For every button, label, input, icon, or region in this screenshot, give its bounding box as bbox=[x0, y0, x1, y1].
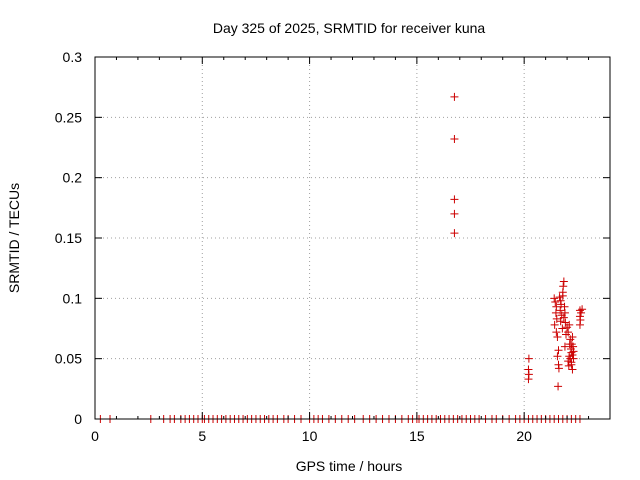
data-point bbox=[524, 375, 533, 384]
y-tick-label: 0.1 bbox=[63, 290, 83, 306]
data-point bbox=[568, 351, 577, 360]
data-point bbox=[555, 293, 564, 302]
y-tick-label: 0 bbox=[74, 411, 82, 427]
grid-lines bbox=[95, 57, 610, 419]
data-point bbox=[564, 361, 573, 370]
data-point bbox=[559, 313, 568, 322]
data-point bbox=[450, 92, 459, 101]
x-tick-label: 10 bbox=[302, 428, 318, 444]
data-point bbox=[554, 382, 563, 391]
data-point bbox=[577, 308, 586, 317]
data-point bbox=[552, 328, 561, 337]
data-point bbox=[565, 320, 574, 329]
y-axis-label: SRMTID / TECUs bbox=[6, 183, 22, 293]
y-tick-label: 0.05 bbox=[55, 351, 82, 367]
data-point bbox=[554, 364, 563, 373]
data-point bbox=[558, 291, 567, 300]
data-point bbox=[550, 320, 559, 329]
data-point bbox=[553, 332, 562, 341]
data-point bbox=[450, 135, 459, 144]
data-point bbox=[560, 308, 569, 317]
data-point bbox=[569, 354, 578, 363]
data-point bbox=[551, 297, 560, 306]
data-point bbox=[578, 305, 587, 314]
chart-title: Day 325 of 2025, SRMTID for receiver kun… bbox=[213, 20, 486, 36]
y-tick-label: 0.3 bbox=[63, 49, 83, 65]
x-axis-label: GPS time / hours bbox=[296, 458, 403, 474]
data-point bbox=[553, 352, 562, 361]
data-point bbox=[450, 229, 459, 238]
data-point bbox=[524, 354, 533, 363]
data-point bbox=[564, 328, 573, 337]
data-point bbox=[554, 346, 563, 355]
axis-ticks bbox=[94, 56, 611, 420]
data-point bbox=[568, 365, 577, 374]
x-tick-label: 0 bbox=[91, 428, 99, 444]
data-point bbox=[569, 347, 578, 356]
data-point bbox=[560, 342, 569, 351]
data-point bbox=[450, 209, 459, 218]
data-point bbox=[564, 357, 573, 366]
data-point bbox=[550, 294, 559, 303]
data-point bbox=[556, 306, 565, 315]
x-tick-label: 20 bbox=[516, 428, 532, 444]
data-point bbox=[556, 317, 565, 326]
data-point bbox=[450, 195, 459, 204]
data-point bbox=[551, 308, 560, 317]
x-tick-label: 15 bbox=[409, 428, 425, 444]
data-point bbox=[558, 324, 567, 333]
y-tick-label: 0.15 bbox=[55, 230, 82, 246]
y-tick-label: 0.25 bbox=[55, 109, 82, 125]
x-tick-labels: 0 5 10 15 20 bbox=[91, 428, 532, 444]
x-tick-label: 5 bbox=[198, 428, 206, 444]
y-tick-labels: 0 0.05 0.1 0.15 0.2 0.25 0.3 bbox=[55, 49, 82, 427]
data-point bbox=[559, 277, 568, 286]
data-point bbox=[559, 282, 568, 291]
data-point bbox=[568, 332, 577, 341]
data-point bbox=[575, 320, 584, 329]
plot-frame bbox=[94, 56, 611, 420]
data-points bbox=[96, 92, 587, 423]
y-tick-label: 0.2 bbox=[63, 170, 83, 186]
